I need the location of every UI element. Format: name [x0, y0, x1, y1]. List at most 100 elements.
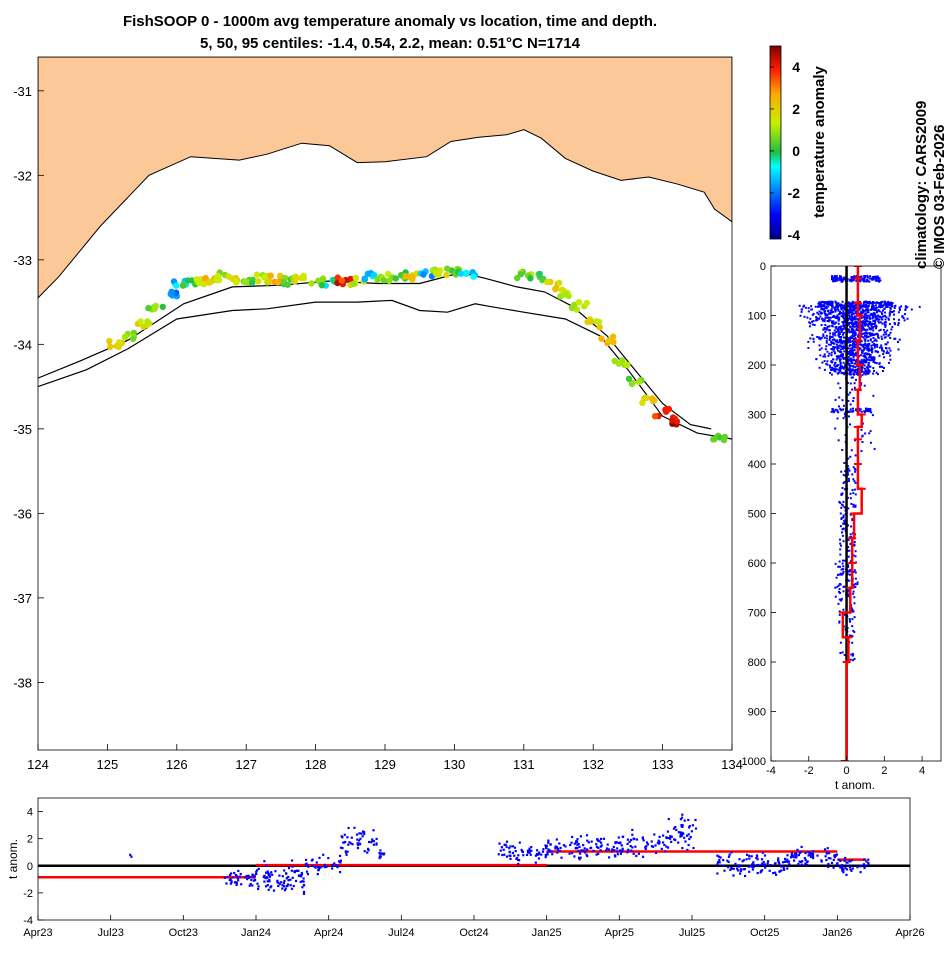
- profile-point: [833, 410, 836, 413]
- profile-point: [819, 315, 822, 318]
- ts-point: [645, 845, 648, 848]
- profile-point: [872, 301, 874, 303]
- profile-point: [817, 302, 820, 305]
- ts-point: [257, 867, 260, 870]
- ts-point: [256, 882, 259, 885]
- profile-point: [867, 407, 870, 410]
- profile-point: [847, 579, 850, 582]
- ts-point: [268, 880, 271, 883]
- profile-point: [853, 348, 856, 351]
- profile-point: [867, 339, 870, 342]
- ts-point: [789, 856, 793, 859]
- profile-point: [865, 331, 868, 334]
- ts-point: [688, 826, 691, 829]
- ts-point: [791, 855, 795, 858]
- profile-point: [860, 410, 863, 413]
- profile-point: [866, 348, 869, 350]
- ts-point: [289, 878, 292, 881]
- ts-point: [555, 838, 558, 841]
- profile-point: [850, 449, 853, 452]
- profile-point: [804, 306, 807, 309]
- profile-point: [862, 343, 865, 346]
- profile-point: [862, 346, 865, 349]
- profile-point: [851, 519, 854, 521]
- ts-point: [271, 873, 274, 876]
- ts-point: [851, 867, 854, 870]
- profile-point: [843, 336, 845, 339]
- ts-point: [633, 838, 636, 841]
- profile-point: [853, 315, 856, 318]
- profile-y-tick-label: 400: [748, 459, 766, 471]
- profile-point: [840, 597, 843, 600]
- ts-point: [576, 838, 579, 841]
- profile-point: [828, 316, 831, 319]
- anomaly-point: [253, 271, 261, 278]
- anomaly-point: [457, 270, 465, 277]
- ts-point: [734, 862, 737, 865]
- ts-point: [675, 828, 678, 832]
- profile-point: [862, 311, 864, 314]
- ts-point: [585, 848, 588, 851]
- ts-point: [820, 860, 823, 863]
- profile-point: [858, 276, 861, 279]
- profile-point: [825, 341, 828, 344]
- profile-point: [854, 320, 857, 323]
- profile-point: [868, 320, 871, 323]
- profile-point: [847, 323, 850, 326]
- ts-point: [611, 848, 614, 851]
- ts-point: [833, 856, 836, 859]
- ts-point: [291, 859, 294, 862]
- profile-point: [855, 325, 858, 328]
- profile-point: [883, 331, 886, 334]
- profile-point: [840, 277, 843, 280]
- profile-point: [816, 311, 819, 314]
- profile-point: [869, 332, 872, 335]
- profile-point: [861, 332, 864, 335]
- ts-point: [739, 868, 742, 871]
- profile-point: [861, 323, 864, 326]
- ts-point: [283, 869, 286, 872]
- ts-point: [225, 882, 228, 885]
- profile-point: [855, 368, 858, 371]
- ts-point: [799, 860, 802, 864]
- profile-x-axis: -4 -2 0 2 4: [766, 756, 925, 777]
- profile-point: [854, 333, 857, 336]
- ts-point: [738, 864, 741, 867]
- profile-point: [828, 352, 831, 355]
- profile-point: [868, 348, 871, 351]
- ts-point: [230, 881, 233, 884]
- profile-point: [849, 349, 852, 352]
- profile-point: [837, 349, 840, 352]
- ts-point: [345, 853, 348, 856]
- profile-point: [843, 413, 846, 416]
- ts-point: [310, 859, 313, 862]
- profile-point: [872, 344, 875, 346]
- ts-point: [786, 861, 789, 864]
- profile-point: [852, 407, 854, 410]
- profile-point: [839, 363, 842, 366]
- profile-point: [868, 316, 871, 318]
- profile-point: [906, 306, 909, 309]
- profile-point: [884, 318, 887, 321]
- profile-point: [866, 306, 869, 309]
- ts-point: [564, 845, 567, 848]
- ts-point: [798, 850, 802, 853]
- profile-point: [860, 343, 863, 346]
- ts-point: [130, 855, 133, 858]
- ts-point: [356, 847, 360, 850]
- ts-point: [578, 858, 581, 861]
- profile-point: [862, 327, 865, 330]
- ts-point: [679, 818, 682, 821]
- ts-point: [318, 866, 321, 870]
- ts-point: [571, 852, 574, 855]
- ts-point: [844, 867, 847, 870]
- profile-point: [833, 338, 836, 341]
- ts-point: [542, 848, 545, 851]
- profile-point: [874, 277, 877, 280]
- anomaly-point: [248, 279, 256, 287]
- profile-point: [874, 276, 877, 279]
- profile-point: [869, 313, 872, 316]
- profile-point: [879, 346, 881, 349]
- profile-point: [869, 408, 872, 411]
- profile-point: [828, 335, 831, 338]
